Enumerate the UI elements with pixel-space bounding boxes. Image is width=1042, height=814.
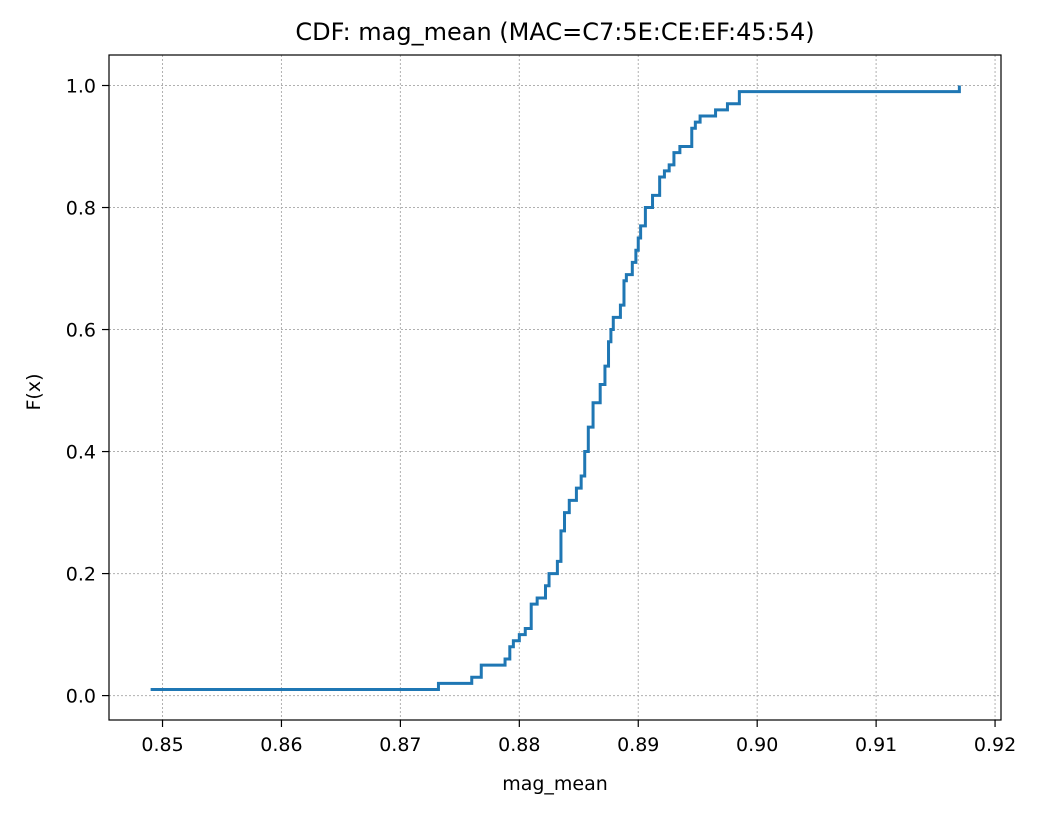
cdf-series-line: [150, 85, 961, 691]
axis-ticks: 0.85 0.86 0.87 0.88 0.89 0.90 0.91 0.92 0.0 0.2 0.…: [66, 76, 1016, 756]
series-layer: [150, 85, 961, 691]
x-tick-label: 0.87: [379, 734, 421, 756]
y-tick-label: 0.6: [66, 320, 96, 342]
x-axis-label: mag_mean: [502, 773, 608, 795]
y-tick-label: 0.4: [66, 442, 96, 464]
chart-title: CDF: mag_mean (MAC=C7:5E:CE:EF:45:54): [295, 18, 814, 46]
y-tick-label: 0.2: [66, 564, 96, 586]
x-tick-label: 0.85: [141, 734, 183, 756]
y-axis-label: F(x): [23, 374, 45, 411]
plot-area-frame: [108, 54, 1002, 721]
grid-lines: [109, 55, 1001, 720]
x-tick-label: 0.90: [736, 734, 778, 756]
y-tick-label: 1.0: [66, 76, 96, 98]
x-tick-label: 0.91: [855, 734, 897, 756]
x-tick-label: 0.88: [498, 734, 540, 756]
x-tick-label: 0.86: [260, 734, 302, 756]
x-tick-label: 0.92: [974, 734, 1016, 756]
y-tick-label: 0.8: [66, 198, 96, 220]
y-tick-label: 0.0: [66, 686, 96, 708]
x-tick-label: 0.89: [617, 734, 659, 756]
